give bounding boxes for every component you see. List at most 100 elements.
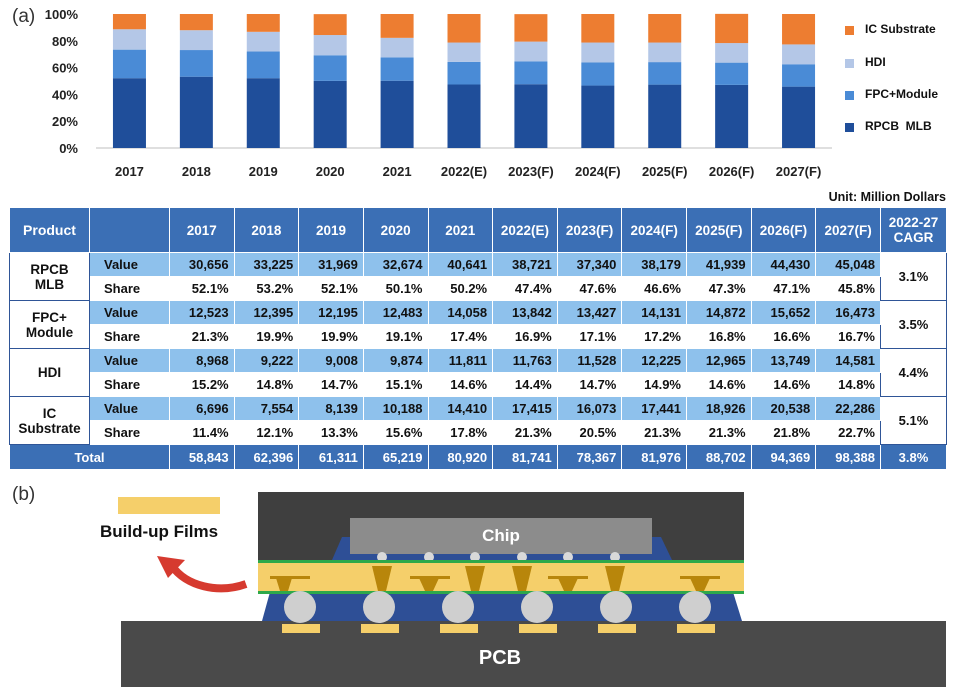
x-tick-label: 2027(F)	[776, 164, 822, 179]
header-product: Product	[9, 207, 90, 253]
value-cell: 31,969	[298, 252, 364, 277]
y-tick-label: 20%	[52, 114, 78, 129]
bar-segment	[380, 80, 414, 148]
solder-ball	[363, 591, 395, 623]
legend-label-hdi: HDI	[865, 55, 886, 69]
metric-value-label: Value	[89, 396, 170, 421]
pcb-pads	[282, 624, 715, 633]
total-cell: 88,702	[686, 444, 752, 470]
legend-swatch-hdi	[845, 59, 854, 68]
share-cell: 22.7%	[815, 420, 881, 445]
header-cagr-line1: 2022-27	[888, 215, 939, 230]
share-cell: 15.2%	[169, 372, 235, 397]
value-cell: 11,528	[556, 348, 623, 373]
metric-value-label: Value	[89, 300, 170, 325]
total-cell: 61,311	[298, 444, 364, 470]
header-year: 2024(F)	[621, 207, 687, 253]
solder-balls	[284, 591, 711, 623]
bar-segment	[179, 30, 213, 51]
x-tick-label: 2019	[249, 164, 278, 179]
share-cell: 16.9%	[492, 324, 558, 349]
substrate-blue-base	[262, 592, 742, 621]
share-cell: 16.6%	[750, 324, 817, 349]
bar-segment	[648, 62, 682, 85]
value-cell: 14,581	[815, 348, 881, 373]
share-cell: 19.1%	[362, 324, 429, 349]
total-cell: 81,976	[621, 444, 687, 470]
product-label: FPC+ Module	[9, 300, 90, 349]
value-cell: 14,131	[621, 300, 687, 325]
table-row-share: Share 11.4% 12.1% 13.3% 15.6% 17.8% 21.3% 20.5%…	[10, 420, 947, 445]
product-line2: Substrate	[18, 420, 81, 436]
value-cell: 11,763	[492, 348, 558, 373]
value-cell: 44,430	[750, 252, 817, 277]
y-tick-label: 80%	[52, 34, 78, 49]
via	[605, 566, 625, 591]
metric-share-label: Share	[89, 324, 170, 349]
stacked-bar-chart: 0%20%40%60%80%100% 2017 2018 2019 2020 2021 2…	[45, 7, 832, 179]
header-year: 2025(F)	[686, 207, 752, 253]
total-label: Total	[9, 444, 170, 470]
value-cell: 13,749	[750, 348, 817, 373]
metric-share-label: Share	[89, 372, 170, 397]
bar-segment	[447, 84, 481, 148]
bar-segment	[782, 14, 816, 45]
product-label: IC Substrate	[9, 396, 90, 445]
value-cell: 8,139	[298, 396, 364, 421]
pcb-pad	[282, 624, 320, 633]
legend-item-fpc-module: FPC+Module	[845, 87, 960, 103]
y-tick-label: 40%	[52, 87, 78, 102]
value-cell: 18,926	[686, 396, 752, 421]
value-cell: 17,441	[621, 396, 687, 421]
legend-swatch-ic-substrate	[845, 26, 854, 35]
bar-segment	[581, 14, 615, 43]
bar-segment	[313, 55, 347, 81]
bar-segment	[112, 29, 146, 50]
bar-segment	[246, 14, 280, 32]
micro-bump	[377, 552, 387, 562]
bar-segment	[514, 84, 548, 148]
via	[465, 566, 485, 591]
trace	[410, 576, 450, 579]
share-cell: 14.6%	[427, 372, 494, 397]
bar-segment	[447, 42, 481, 62]
cagr-cell: 3.5%	[880, 300, 947, 349]
bar-segment	[715, 62, 749, 85]
buildup-film-sample	[118, 497, 220, 514]
product-line2: Module	[25, 324, 74, 340]
value-cell: 41,939	[686, 252, 752, 277]
pcb-pad	[519, 624, 557, 633]
x-tick-label: 2018	[182, 164, 211, 179]
micro-bump	[424, 552, 434, 562]
arrow-head-icon	[157, 556, 185, 578]
value-cell: 16,073	[556, 396, 623, 421]
value-cell: 37,340	[556, 252, 623, 277]
solder-ball	[679, 591, 711, 623]
value-cell: 7,554	[233, 396, 300, 421]
solder-mask-top	[258, 560, 744, 563]
via	[372, 566, 392, 591]
value-cell: 10,188	[362, 396, 429, 421]
x-tick-label: 2020	[316, 164, 345, 179]
bar-segment	[648, 42, 682, 63]
extract-arrow-icon	[168, 563, 248, 593]
bar-segment	[447, 61, 481, 85]
header-year: 2022(E)	[492, 207, 558, 253]
table-row-share: Share 52.1% 53.2% 52.1% 50.1% 50.2% 47.4% 47.6%…	[10, 276, 947, 301]
via	[558, 578, 578, 591]
bar-segment	[715, 13, 749, 44]
metric-value-label: Value	[89, 252, 170, 277]
legend-swatch-fpc-module	[845, 91, 854, 100]
bar-segment	[447, 14, 481, 43]
pcb-pad	[598, 624, 636, 633]
solder-ball	[284, 591, 316, 623]
share-cell: 21.3%	[492, 420, 558, 445]
bar-segment	[514, 14, 548, 42]
unit-label: Unit: Million Dollars	[828, 190, 946, 204]
total-cell: 80,920	[427, 444, 494, 470]
buildup-film-layer	[258, 563, 744, 591]
header-cagr-line2: CAGR	[893, 230, 934, 245]
solder-mask-bottom	[258, 591, 744, 594]
share-cell: 21.3%	[621, 420, 687, 445]
value-cell: 12,483	[362, 300, 429, 325]
